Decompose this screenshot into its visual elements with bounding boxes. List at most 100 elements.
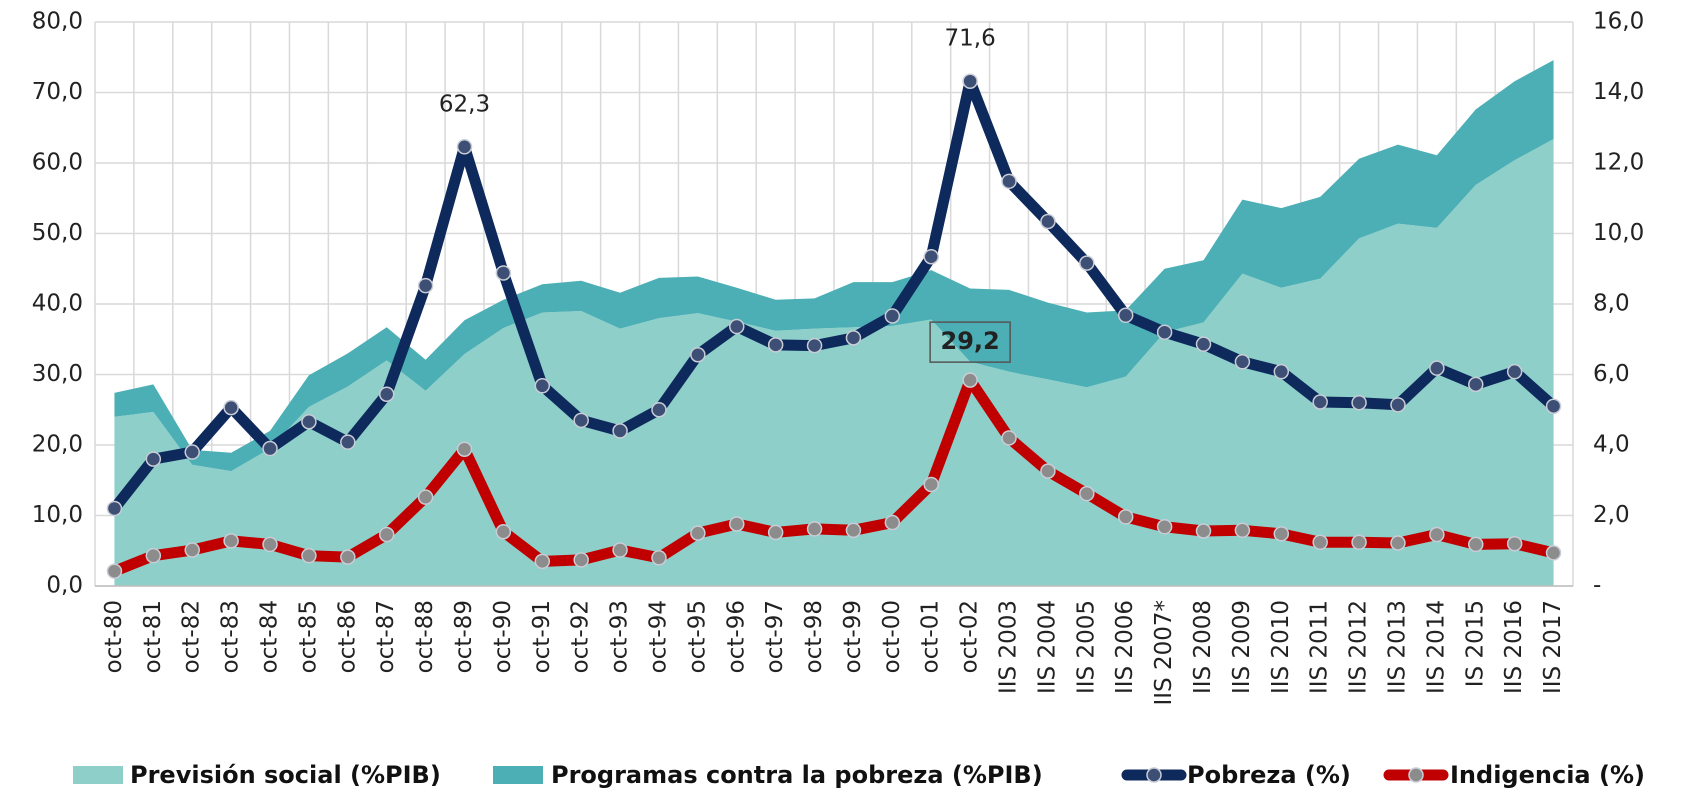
marker	[651, 402, 667, 418]
marker	[1040, 463, 1056, 479]
x-tick-label: IIS 2005	[1073, 600, 1099, 694]
legend-swatch	[493, 766, 543, 784]
marker	[1156, 324, 1173, 340]
x-tick-label: oct-90	[490, 600, 516, 673]
y-tick-label: 60,0	[32, 150, 83, 176]
marker	[1001, 173, 1017, 190]
y2-tick-label: 14,0	[1593, 79, 1644, 105]
line	[108, 75, 1560, 514]
y-tick-label: 70,0	[32, 79, 83, 105]
marker	[1468, 376, 1484, 393]
legend-swatch	[73, 766, 123, 784]
marker	[1117, 509, 1134, 525]
marker	[106, 563, 123, 579]
x-tick-label: IS 2015	[1462, 600, 1488, 687]
y-tick-label: 50,0	[32, 220, 83, 246]
marker	[1506, 363, 1523, 380]
x-tick-label: IIS 2017	[1540, 600, 1566, 694]
marker	[106, 500, 123, 517]
marker	[301, 547, 317, 564]
x-tick-label: oct-96	[723, 600, 749, 673]
y-tick-label: 80,0	[32, 9, 83, 35]
marker	[301, 413, 317, 430]
marker	[1156, 519, 1173, 535]
x-tick-label: oct-85	[295, 600, 321, 673]
marker	[962, 372, 978, 388]
marker	[184, 444, 200, 460]
marker	[690, 525, 706, 541]
y2-tick-label: 8,0	[1593, 291, 1630, 317]
x-tick-label: IIS 2010	[1268, 600, 1294, 694]
marker	[1429, 360, 1445, 376]
x-tick-label: oct-99	[840, 600, 866, 673]
x-tick-label: IIS 2011	[1307, 600, 1333, 694]
marker	[1001, 430, 1017, 446]
marker	[573, 412, 589, 429]
x-tick-label: oct-93	[607, 600, 633, 673]
marker	[1351, 394, 1367, 411]
x-tick-label: oct-95	[684, 600, 710, 673]
marker	[223, 533, 239, 549]
x-tick-label: oct-88	[412, 600, 438, 673]
x-tick-label: IIS 2006	[1112, 600, 1138, 694]
x-tick-label: IIS 2003	[996, 600, 1022, 694]
marker	[1117, 307, 1134, 324]
marker	[1312, 394, 1328, 410]
data-label: 62,3	[439, 91, 490, 117]
data-label: 29,2	[941, 327, 1000, 355]
y2-tick-label: 10,0	[1593, 220, 1644, 246]
marker	[845, 522, 862, 539]
marker	[767, 524, 784, 541]
marker	[1040, 213, 1056, 230]
marker	[1506, 535, 1523, 552]
x-tick-label: oct-98	[801, 600, 827, 673]
x-tick-label: oct-82	[179, 600, 205, 673]
y-tick-label: 40,0	[32, 291, 83, 317]
marker	[340, 549, 356, 565]
marker	[378, 386, 395, 402]
y-tick-label: 10,0	[32, 502, 83, 528]
marker	[534, 553, 551, 570]
marker	[1429, 526, 1445, 543]
marker	[806, 337, 823, 354]
y-tick-label: 0,0	[46, 573, 83, 599]
x-tick-label: IIS 2012	[1346, 600, 1372, 694]
x-tick-label: oct-01	[918, 600, 944, 673]
x-tick-label: IIS 2007*	[1151, 600, 1177, 706]
marker	[1545, 398, 1562, 414]
x-tick-label: oct-97	[762, 600, 788, 673]
x-tick-label: IIS 2016	[1501, 600, 1527, 694]
y2-tick-label: -	[1593, 573, 1601, 599]
marker	[456, 139, 473, 155]
legend-text: Previsión social (%PIB)	[130, 761, 441, 789]
marker	[1195, 336, 1212, 352]
y2-tick-label: 2,0	[1593, 502, 1630, 528]
x-tick-label: oct-87	[373, 600, 399, 673]
x-tick-label: oct-00	[879, 600, 905, 673]
x-tick-label: oct-89	[451, 600, 477, 673]
marker	[806, 521, 823, 537]
marker	[417, 277, 434, 294]
marker	[729, 318, 745, 335]
marker	[495, 523, 512, 540]
marker	[1234, 354, 1251, 370]
marker	[573, 552, 589, 568]
x-tick-label: IIS 2009	[1229, 600, 1255, 694]
marker	[612, 542, 628, 558]
marker	[690, 347, 706, 363]
marker	[184, 542, 200, 558]
x-tick-label: oct-83	[218, 600, 244, 673]
marker	[378, 526, 395, 543]
marker	[340, 434, 356, 450]
marker	[767, 337, 784, 353]
marker	[1273, 526, 1290, 542]
marker	[417, 489, 434, 505]
y2-tick-label: 6,0	[1593, 361, 1630, 387]
marker	[262, 536, 278, 553]
marker	[1390, 535, 1406, 551]
marker	[1351, 534, 1367, 551]
x-tick-label: IIS 2004	[1034, 600, 1060, 694]
area	[114, 60, 1554, 472]
x-tick-label: oct-84	[257, 600, 283, 673]
